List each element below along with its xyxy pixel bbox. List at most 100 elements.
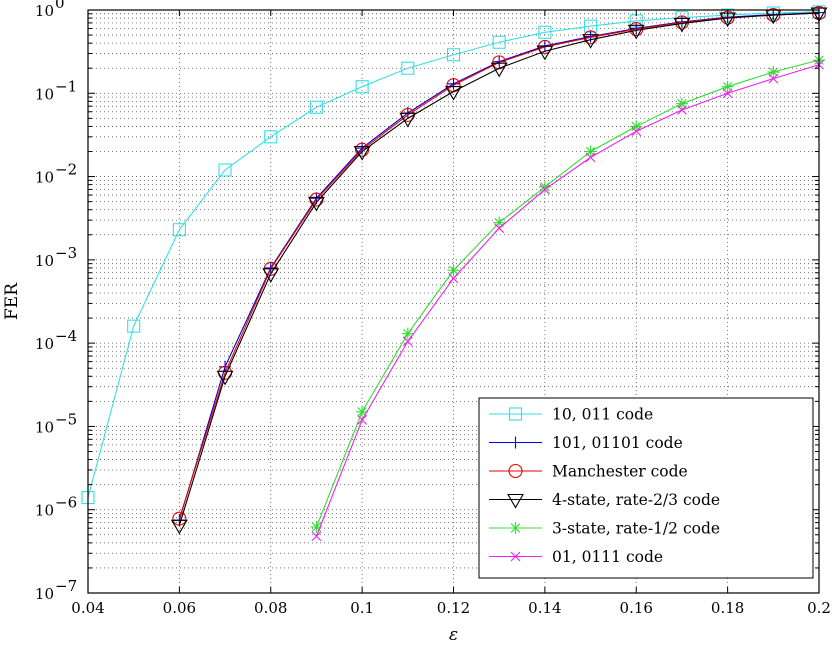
y-tick-label-base: 10	[35, 502, 54, 520]
data-point	[631, 126, 642, 137]
data-point	[218, 163, 232, 177]
y-tick-label: 10 −1	[35, 77, 77, 103]
legend-box	[478, 397, 814, 579]
y-tick-label: 10 0	[35, 0, 65, 20]
data-point	[810, 7, 828, 23]
data-point	[401, 61, 415, 75]
y-tick-label-base: 10	[35, 85, 54, 103]
legend-label: Manchester code	[552, 463, 688, 481]
data-point	[216, 370, 234, 386]
x-tick-label: 0.1	[350, 599, 374, 617]
series-line	[87, 11, 820, 498]
legend-entry: Manchester code	[489, 463, 688, 481]
data-point	[584, 145, 597, 158]
legend-label: 4-state, rate-2/3 code	[552, 491, 720, 509]
data-point	[311, 531, 322, 542]
y-tick-label-exp: −7	[55, 577, 77, 595]
y-tick-label-exp: −2	[55, 161, 77, 179]
data-point	[536, 45, 554, 61]
legend-label: 10, 011 code	[552, 406, 653, 424]
data-point	[492, 35, 506, 49]
data-point	[357, 414, 368, 425]
legend: 10, 011 code 101, 01101 code Manchester co…	[478, 397, 814, 579]
data-point	[401, 327, 414, 340]
data-point	[538, 180, 551, 193]
x-tick-label: 0.12	[437, 599, 470, 617]
data-point	[402, 336, 413, 347]
x-tick-label: 0.06	[163, 599, 196, 617]
y-tick-label-exp: −4	[55, 327, 77, 345]
tick-marks	[87, 9, 820, 594]
legend-entry: 4-state, rate-2/3 code	[489, 491, 720, 509]
y-tick-label-base: 10	[35, 335, 54, 353]
series-4	[310, 54, 825, 534]
legend-label: 3-state, rate-1/2 code	[552, 520, 720, 538]
data-point	[494, 223, 505, 234]
data-point	[355, 142, 370, 157]
data-point	[309, 100, 323, 114]
data-point	[493, 216, 506, 229]
x-tick-label: 0.18	[711, 599, 744, 617]
data-point	[448, 273, 459, 284]
data-point	[307, 196, 325, 212]
data-point	[677, 105, 687, 115]
data-point	[721, 80, 734, 93]
y-tick-label-base: 10	[35, 169, 54, 187]
data-point	[538, 25, 552, 39]
legend-marker	[509, 522, 522, 534]
x-tick-label: 0.2	[807, 599, 831, 617]
data-point	[768, 73, 779, 84]
x-tick-label: 0.04	[71, 599, 104, 617]
data-point	[630, 120, 643, 133]
legend-marker	[508, 407, 523, 421]
y-tick-label-exp: 0	[55, 0, 65, 12]
legend-marker	[507, 493, 524, 509]
series-line	[315, 59, 820, 528]
legend-marker	[508, 463, 523, 479]
legend-label: 01, 0111 code	[552, 548, 663, 566]
y-tick-label-exp: −1	[55, 77, 77, 95]
y-tick-label-base: 10	[35, 252, 54, 270]
data-point	[264, 130, 278, 144]
x-tick-label: 0.16	[620, 599, 653, 617]
y-tick-label-base: 10	[35, 418, 54, 436]
data-point	[445, 85, 462, 101]
legend-entry: 101, 01101 code	[489, 434, 683, 452]
y-tick-label: 10 −5	[35, 410, 77, 436]
y-tick-label-exp: −3	[55, 244, 77, 262]
data-point	[490, 62, 508, 78]
y-tick-label-exp: −6	[55, 494, 77, 512]
series-line	[178, 12, 820, 526]
x-axis-label: ε	[449, 625, 458, 645]
data-point	[767, 66, 780, 79]
data-point	[722, 88, 733, 99]
x-tick-label: 0.08	[254, 599, 287, 617]
data-point	[493, 55, 506, 68]
series-line	[178, 12, 820, 519]
data-point	[585, 152, 596, 163]
legend-label: 101, 01101 code	[552, 434, 683, 452]
y-axis-label: FER	[2, 282, 22, 320]
legend-entry: 01, 0111 code	[489, 548, 663, 566]
data-point	[310, 521, 323, 534]
legend-entry: 10, 011 code	[489, 406, 653, 424]
series-layer	[81, 5, 828, 542]
y-tick-label: 10 −4	[35, 327, 77, 353]
y-tick-label: 10 −7	[35, 577, 77, 603]
data-point	[675, 97, 688, 110]
data-point	[262, 268, 280, 283]
legend-entry: 3-state, rate-1/2 code	[489, 520, 720, 538]
data-point	[673, 17, 691, 33]
data-point	[447, 264, 460, 277]
series-5	[311, 59, 824, 542]
data-point	[492, 55, 507, 70]
data-point	[170, 519, 188, 535]
data-point	[446, 48, 461, 62]
data-point	[355, 80, 369, 94]
data-point	[353, 145, 371, 161]
y-tick-label-exp: −5	[55, 410, 77, 428]
data-point	[539, 184, 550, 195]
data-point	[582, 34, 600, 49]
